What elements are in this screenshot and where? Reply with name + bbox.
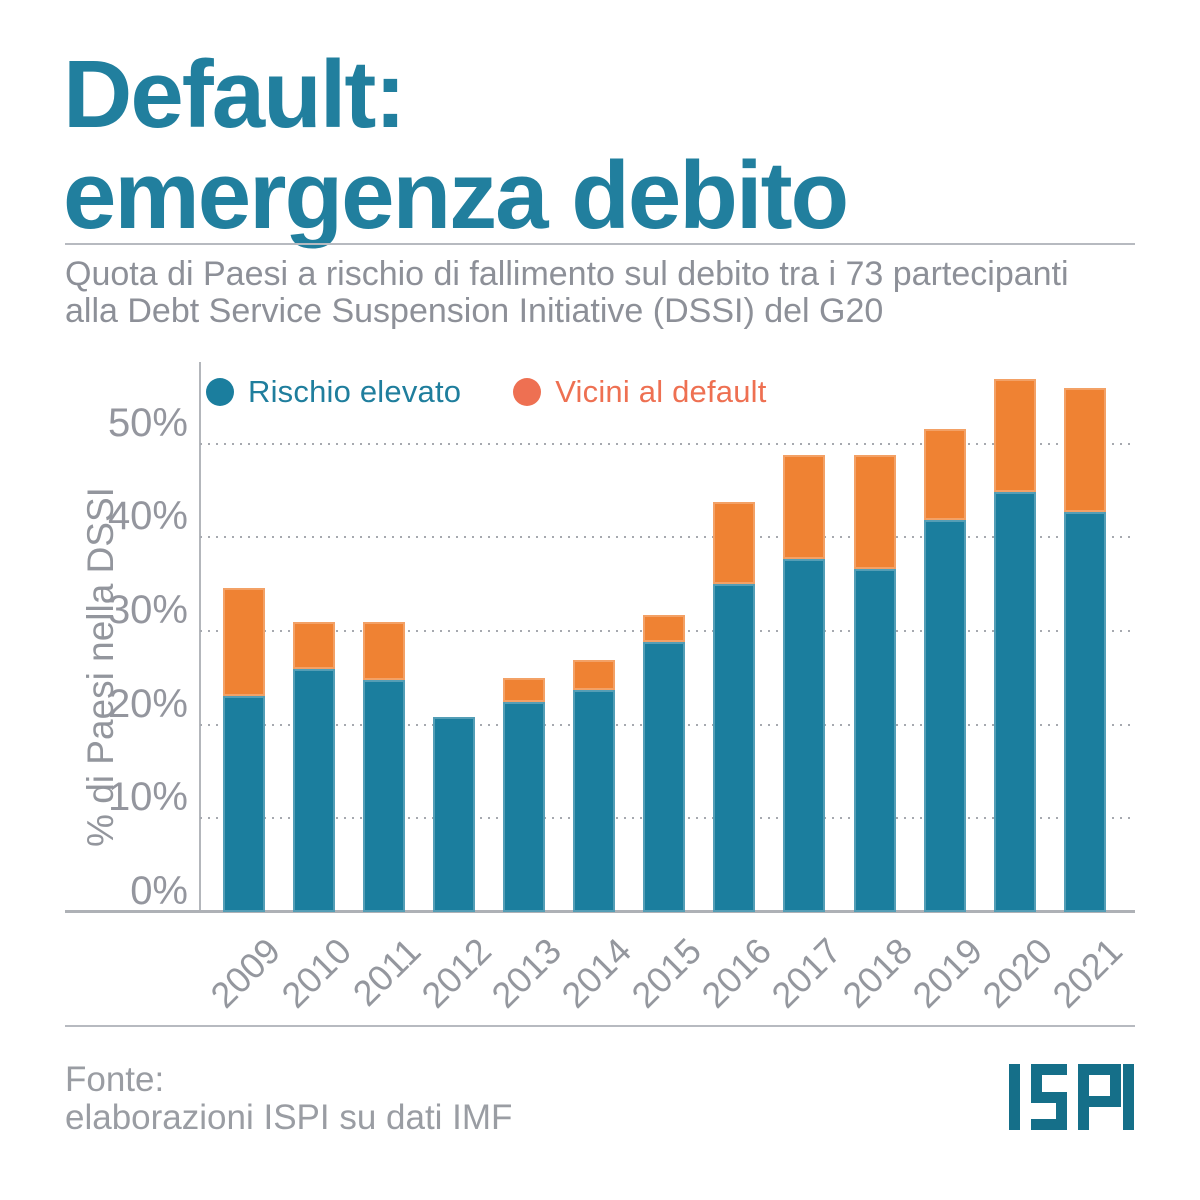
gridline-40 <box>200 536 1135 539</box>
x-label-2014: 2014 <box>553 930 640 1016</box>
bar-2013-rischio-elevato <box>502 702 545 912</box>
bar-2019-rischio-elevato <box>923 520 966 912</box>
title-line-2: emergenza debito <box>63 142 849 249</box>
legend-dot-teal-icon <box>206 378 234 406</box>
bar-2020-rischio-elevato <box>993 492 1036 912</box>
bar-2018-vicini-al-default <box>853 454 896 570</box>
bar-2014-rischio-elevato <box>573 689 616 912</box>
y-tick-20%: 20% <box>107 681 188 726</box>
bar-2009-rischio-elevato <box>222 696 265 912</box>
bar-2011-vicini-al-default <box>362 622 405 680</box>
gridline-50 <box>200 442 1135 445</box>
bar-2017-rischio-elevato <box>783 558 826 912</box>
bar-2013-vicini-al-default <box>502 677 545 703</box>
ispi-logo <box>1009 1064 1134 1130</box>
plot-area <box>200 362 1135 912</box>
subtitle-line-1: Quota di Paesi a rischio di fallimento s… <box>65 255 1069 293</box>
y-tick-10%: 10% <box>107 775 188 820</box>
bar-2019-vicini-al-default <box>923 429 966 521</box>
x-label-2009: 2009 <box>202 930 289 1016</box>
header-divider <box>65 243 1135 245</box>
bar-2016-rischio-elevato <box>713 584 756 912</box>
x-axis-labels: 2009 2010 2011 2012 2013 2014 2015 2016 2017 2018… <box>200 930 1135 1040</box>
subtitle-line-2: alla Debt Service Suspension Initiative … <box>65 292 884 330</box>
bar-2012-rischio-elevato <box>432 717 475 912</box>
x-label-2021: 2021 <box>1044 930 1130 1016</box>
x-label-2011: 2011 <box>345 930 429 1014</box>
x-label-2020: 2020 <box>974 930 1060 1016</box>
bar-2010-rischio-elevato <box>292 669 335 912</box>
page-title: Default: emergenza debito <box>63 41 849 249</box>
chart-subtitle: Quota di Paesi a rischio di fallimento s… <box>65 256 1069 330</box>
source-line-2: elaborazioni ISPI su dati IMF <box>65 1098 513 1137</box>
x-label-2013: 2013 <box>483 930 569 1016</box>
bar-2016-vicini-al-default <box>713 501 756 585</box>
bar-2015-vicini-al-default <box>643 614 686 643</box>
title-line-1: Default: <box>63 41 406 148</box>
chart-legend: Rischio elevato Vicini al default <box>206 374 767 410</box>
bar-2014-vicini-al-default <box>573 659 616 690</box>
bar-2009-vicini-al-default <box>222 587 265 697</box>
y-tick-30%: 30% <box>107 587 188 632</box>
footer-divider <box>65 1025 1135 1027</box>
legend-item-rischio-elevato: Rischio elevato <box>206 374 461 410</box>
source-note: Fonte: elaborazioni ISPI su dati IMF <box>65 1061 512 1137</box>
x-label-2016: 2016 <box>693 930 780 1016</box>
y-axis-line <box>199 362 201 912</box>
source-line-1: Fonte: <box>65 1060 165 1099</box>
x-label-2010: 2010 <box>272 930 359 1016</box>
bar-2011-rischio-elevato <box>362 679 405 912</box>
legend-dot-coral-icon <box>513 378 542 406</box>
x-label-2019: 2019 <box>904 930 990 1016</box>
bar-2021-vicini-al-default <box>1063 388 1106 512</box>
y-tick-labels: 0% 10% 20% 30% 40% 50% <box>0 362 188 922</box>
y-tick-40%: 40% <box>107 494 188 539</box>
y-tick-0%: 0% <box>130 869 188 913</box>
x-label-2017: 2017 <box>763 930 850 1016</box>
x-label-2015: 2015 <box>623 930 710 1016</box>
bar-2010-vicini-al-default <box>292 622 335 670</box>
bar-2021-rischio-elevato <box>1063 511 1106 912</box>
x-label-2012: 2012 <box>413 930 499 1016</box>
bar-2015-rischio-elevato <box>643 642 686 912</box>
legend-label: Vicini al default <box>555 374 767 409</box>
bar-2017-vicini-al-default <box>783 454 826 559</box>
bar-2020-vicini-al-default <box>993 378 1036 493</box>
bar-2018-rischio-elevato <box>853 569 896 912</box>
y-tick-50%: 50% <box>107 400 188 445</box>
legend-label: Rischio elevato <box>248 374 462 409</box>
x-label-2018: 2018 <box>833 930 920 1016</box>
legend-item-vicini-al-default: Vicini al default <box>513 374 766 410</box>
